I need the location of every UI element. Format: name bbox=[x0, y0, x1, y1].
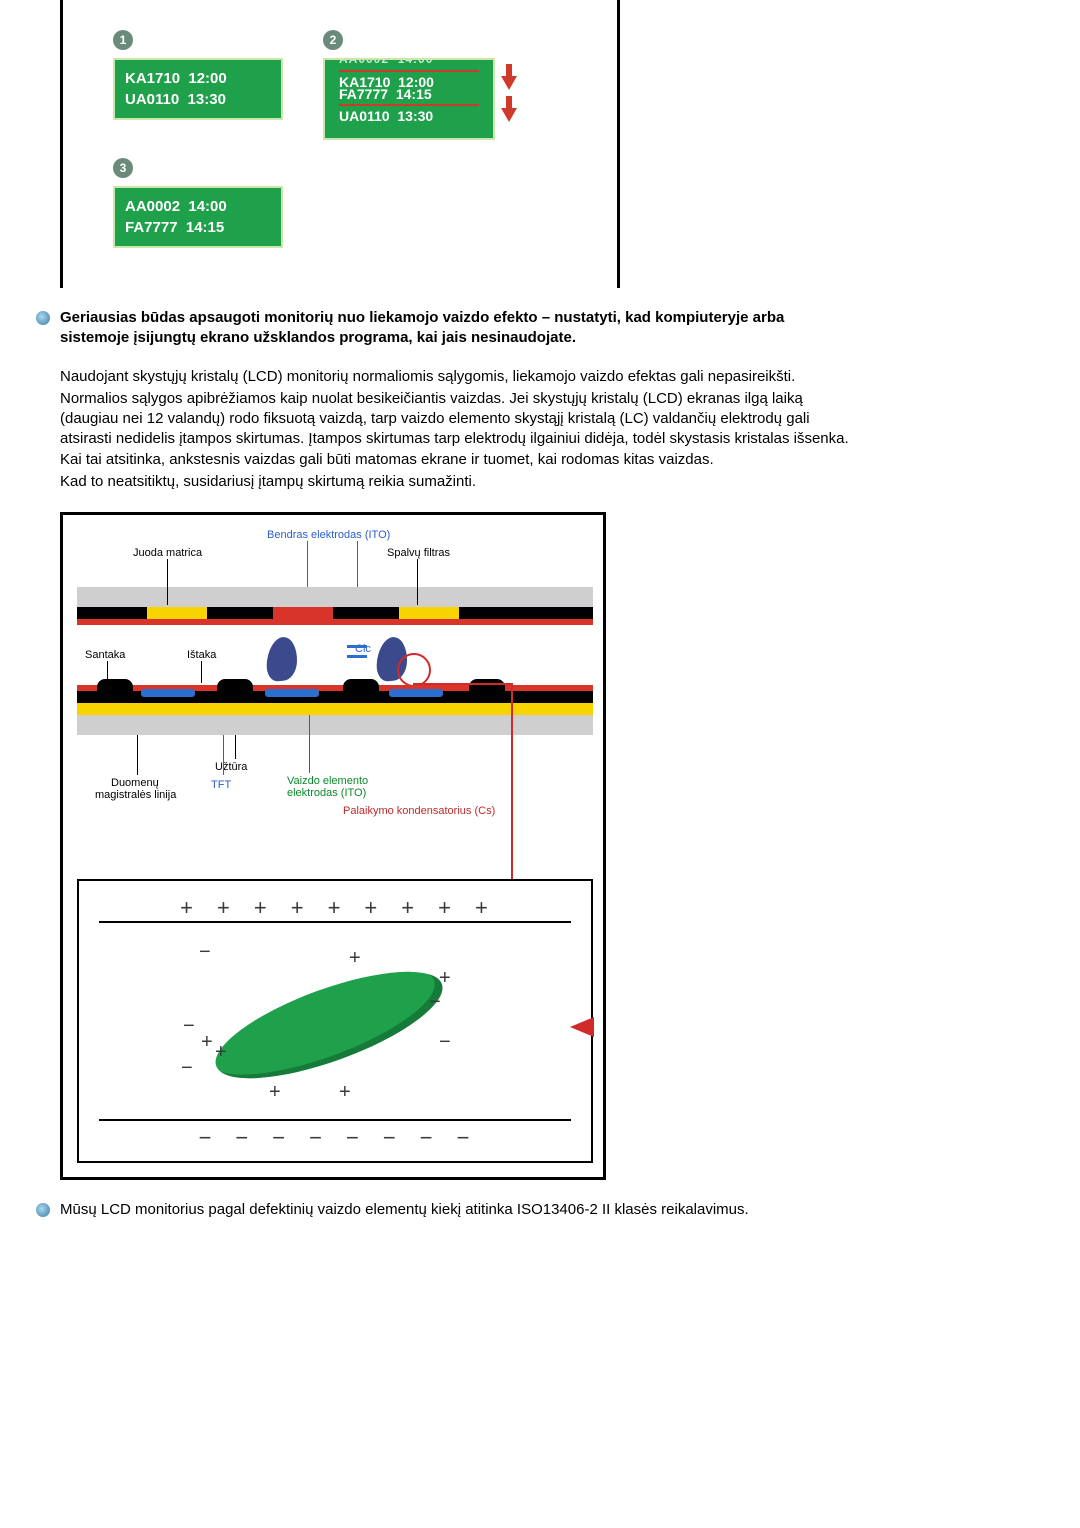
panel-3: 3 AA0002 14:00 FA7777 14:15 bbox=[113, 158, 607, 248]
label-istaka: Ištaka bbox=[187, 649, 216, 661]
plus-row-top: +++++++++ bbox=[79, 895, 591, 921]
label-duomenu-1: Duomenų bbox=[111, 777, 159, 789]
label-bendras: Bendras elektrodas (ITO) bbox=[267, 529, 390, 541]
panel-2-redline bbox=[339, 104, 479, 106]
bullet-1: Geriausias būdas apsaugoti monitorių nuo… bbox=[36, 308, 836, 349]
highlight-circle-icon bbox=[397, 653, 431, 687]
panel-2-box: AA0002 14:00 KA1710 12:00 FA7777 14:15 U… bbox=[323, 58, 495, 140]
panel-3-box: AA0002 14:00 FA7777 14:15 bbox=[113, 186, 283, 248]
panel-1-box: KA1710 12:00 UA0110 13:30 bbox=[113, 58, 283, 120]
label-duomenu-2: magistralės linija bbox=[95, 789, 176, 801]
panel-1: 1 KA1710 12:00 UA0110 13:30 bbox=[113, 30, 283, 140]
bullet-1-text: Geriausias būdas apsaugoti monitorių nuo… bbox=[60, 308, 836, 349]
panel-1-line-2: UA0110 13:30 bbox=[125, 89, 271, 110]
label-vaizdo-2: elektrodas (ITO) bbox=[287, 787, 366, 799]
label-santaka: Santaka bbox=[85, 649, 125, 661]
paragraph-1: Naudojant skystųjų kristalų (LCD) monito… bbox=[60, 367, 860, 387]
bullet-2-text: Mūsų LCD monitorius pagal defektinių vai… bbox=[60, 1200, 836, 1220]
arrow-down-icon bbox=[501, 108, 517, 122]
arrow-down-icon bbox=[501, 76, 517, 90]
label-palaikymo: Palaikymo kondensatorius (Cs) bbox=[343, 805, 495, 817]
lc-molecule-icon bbox=[204, 950, 454, 1100]
figure-2-frame: Bendras elektrodas (ITO) Juoda matrica S… bbox=[60, 512, 606, 1180]
panel-1-line-1: KA1710 12:00 bbox=[125, 68, 271, 89]
panel-3-line-1: AA0002 14:00 bbox=[125, 196, 271, 217]
lcd-cross-section-diagram: Bendras elektrodas (ITO) Juoda matrica S… bbox=[77, 529, 593, 829]
panel-2-line: FA7777 14:15 bbox=[339, 86, 432, 102]
lc-charge-diagram: +++++++++ − + + − + + − + + − − bbox=[77, 879, 593, 1163]
label-juoda: Juoda matrica bbox=[133, 547, 202, 559]
bullet-icon bbox=[36, 1203, 50, 1217]
panel-2-number: 2 bbox=[323, 30, 343, 50]
panel-2: 2 AA0002 14:00 KA1710 12:00 FA7777 14:15… bbox=[323, 30, 517, 140]
label-uztura: Užtūra bbox=[215, 761, 247, 773]
label-spalvu: Spalvų filtras bbox=[387, 547, 450, 559]
minus-row-bottom: −−−−−−−− bbox=[79, 1125, 591, 1151]
panel-3-line-2: FA7777 14:15 bbox=[125, 217, 271, 238]
panel-2-arrows bbox=[501, 76, 517, 122]
bullet-icon bbox=[36, 311, 50, 325]
figure-1-frame: 1 KA1710 12:00 UA0110 13:30 2 AA0002 14:… bbox=[60, 0, 620, 288]
label-tft: TFT bbox=[211, 779, 231, 791]
panel-2-line: AA0002 14:00 bbox=[339, 58, 433, 66]
red-arrow-icon bbox=[570, 1017, 594, 1037]
paragraph-3: Kad to neatsitiktų, susidariusį įtampų s… bbox=[60, 472, 860, 492]
label-vaizdo-1: Vaizdo elemento bbox=[287, 775, 368, 787]
panel-1-number: 1 bbox=[113, 30, 133, 50]
panel-2-redline bbox=[339, 70, 479, 72]
paragraph-2: Normalios sąlygos apibrėžiamos kaip nuol… bbox=[60, 389, 860, 470]
bullet-2: Mūsų LCD monitorius pagal defektinių vai… bbox=[36, 1200, 836, 1220]
panel-3-number: 3 bbox=[113, 158, 133, 178]
panel-2-line: UA0110 13:30 bbox=[339, 108, 433, 124]
